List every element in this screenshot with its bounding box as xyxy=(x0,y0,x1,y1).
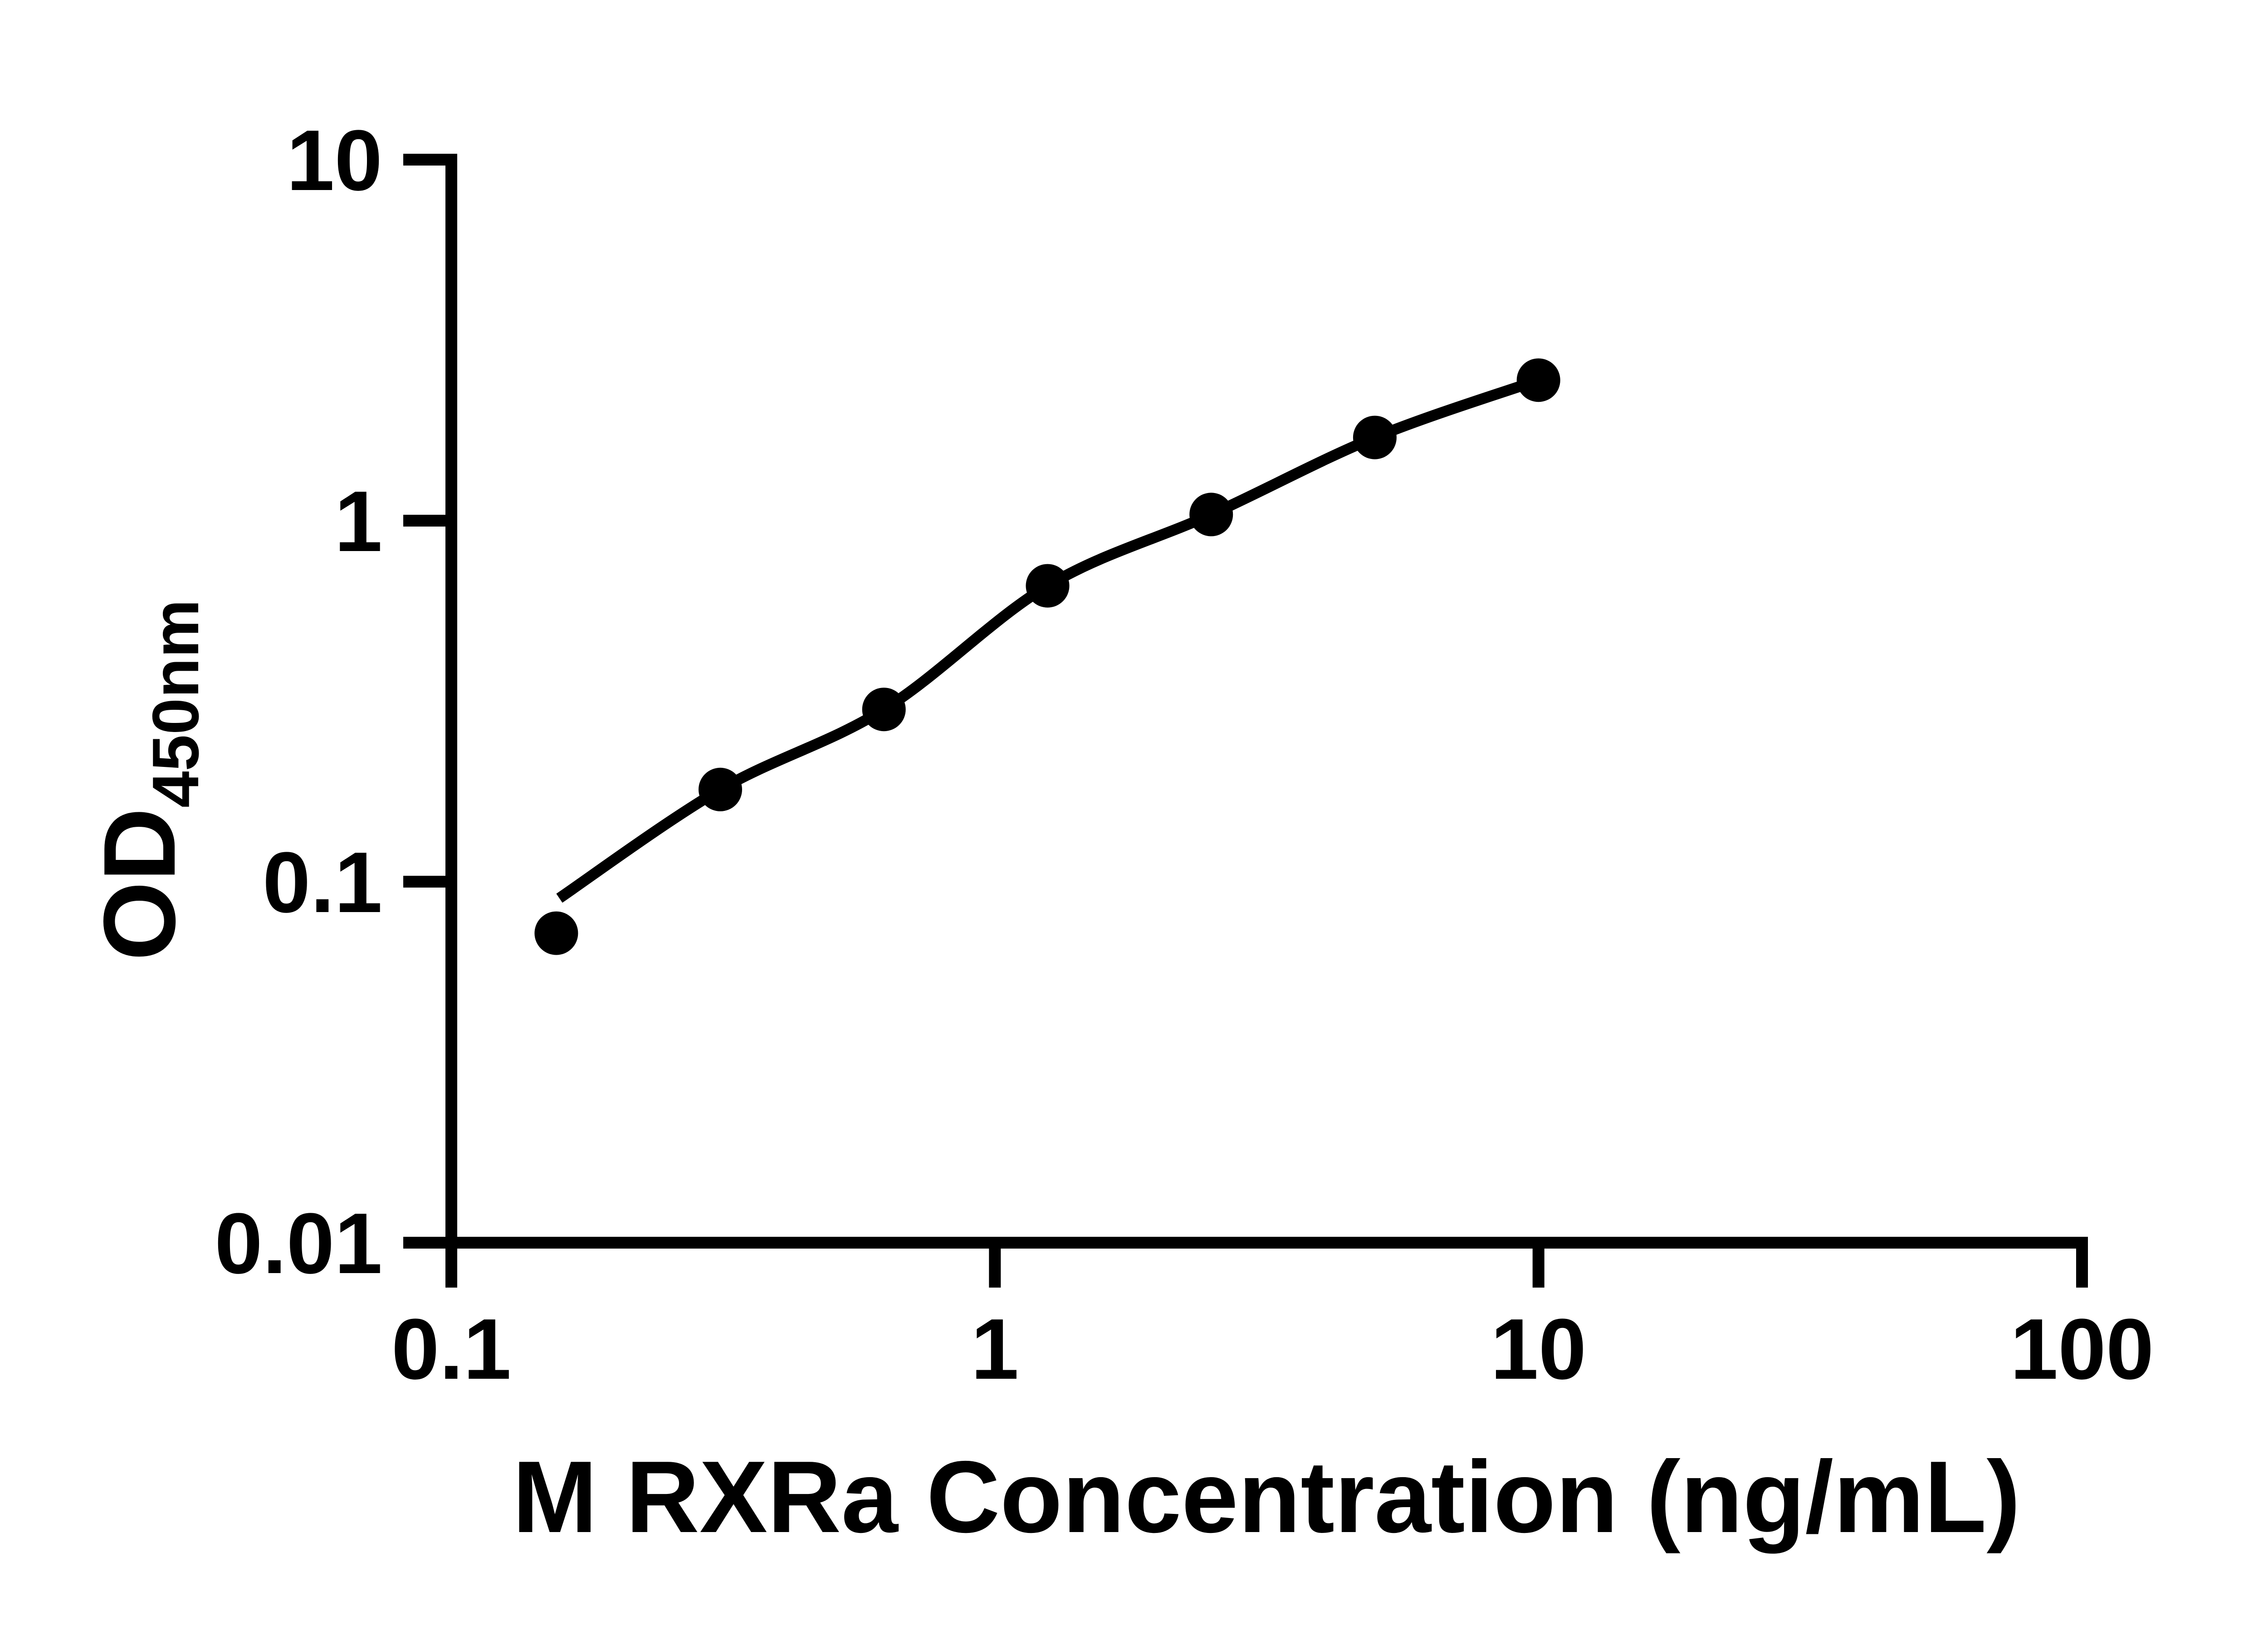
x-tick-label: 100 xyxy=(2010,1301,2154,1397)
y-axis-title: OD450nm xyxy=(82,600,212,961)
x-tick-label: 1 xyxy=(971,1301,1019,1397)
axes xyxy=(445,154,2088,1249)
data-point-marker xyxy=(1353,415,1397,459)
data-point-marker xyxy=(862,688,906,732)
data-point-marker xyxy=(534,911,578,955)
y-axis-title-subscript: 450nm xyxy=(139,600,212,808)
y-tick-label: 10 xyxy=(287,112,382,209)
x-tick-label: 10 xyxy=(1491,1301,1586,1397)
y-tick-label: 0.1 xyxy=(263,835,382,931)
y-axis-title-main: OD xyxy=(82,808,196,961)
axis-ticks xyxy=(403,154,2088,1288)
data-point-marker xyxy=(1026,564,1070,608)
data-point-marker xyxy=(1189,493,1233,537)
y-tick-label: 0.01 xyxy=(215,1196,382,1292)
x-tick-label: 0.1 xyxy=(391,1301,511,1397)
fit-curve-line xyxy=(556,375,1540,903)
data-point-marker xyxy=(1516,358,1560,402)
data-point-marker xyxy=(699,767,742,811)
data-points xyxy=(534,358,1560,955)
y-tick-label: 1 xyxy=(334,473,382,570)
x-axis-title: M RXRa Concentration (ng/mL) xyxy=(513,1440,2021,1554)
